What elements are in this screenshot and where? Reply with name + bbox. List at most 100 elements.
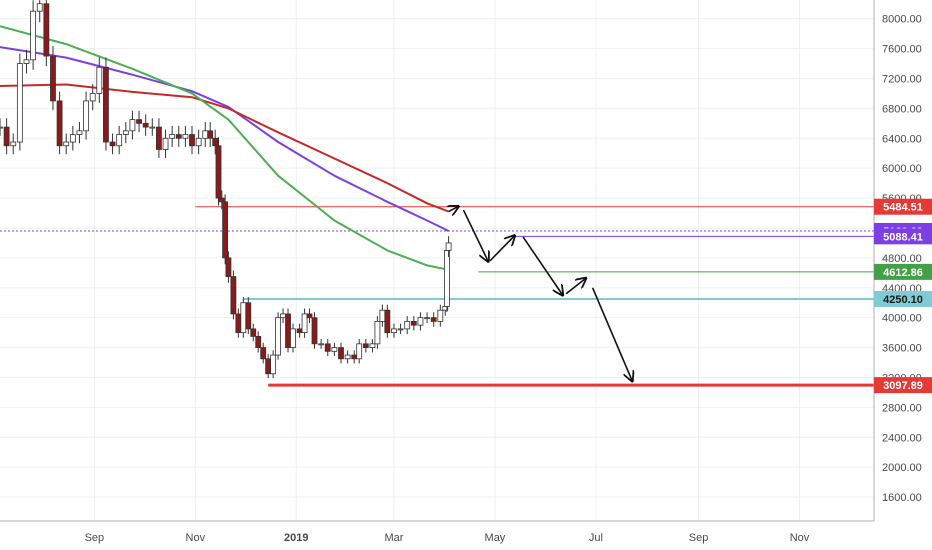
price-tick-label: 1600.00 [882, 492, 922, 504]
candle [338, 342, 344, 364]
time-tick-label: Sep [85, 532, 105, 544]
candle [36, 0, 43, 23]
candle [369, 338, 376, 353]
candlesticks [0, 0, 452, 379]
price-tick-label: 4000.00 [882, 313, 922, 325]
projection-arrow [462, 209, 488, 262]
candle [362, 338, 369, 353]
price-tick-label: 7200.00 [882, 73, 922, 85]
price-tick-label: 8000.00 [882, 14, 922, 26]
candle [301, 308, 308, 338]
candle [250, 323, 257, 342]
price-level-tag: 4250.10 [874, 290, 932, 307]
price-level-tag-text: 3097.89 [883, 380, 923, 392]
candle [391, 323, 397, 338]
candle [351, 350, 358, 364]
candle [384, 304, 391, 338]
candle [280, 308, 286, 324]
price-level-tag: 5484.51 [874, 198, 932, 215]
time-axis[interactable]: Sep Nov 2019 Mar May Jul Sep Nov [85, 532, 810, 544]
candle [162, 129, 169, 158]
candle [265, 354, 272, 379]
price-tick-label: 3600.00 [882, 343, 922, 355]
price-level-tag-text: 4250.10 [883, 294, 923, 306]
price-tick-label: 2800.00 [882, 402, 922, 414]
candle [275, 312, 281, 360]
projection-arrow [489, 235, 515, 262]
time-tick-label: Mar [384, 532, 403, 544]
time-tick-label: Jul [589, 532, 603, 544]
candle [417, 312, 424, 331]
candle [207, 122, 214, 147]
candle [424, 312, 430, 324]
level-lines [0, 206, 874, 387]
candle [30, 0, 37, 70]
candle [129, 110, 136, 140]
moving-average-line [0, 25, 449, 271]
candle [212, 129, 219, 155]
price-tick-label: 2000.00 [882, 462, 922, 474]
candle [116, 125, 123, 155]
candle [16, 53, 23, 151]
candle [404, 316, 411, 335]
price-tick-label: 6800.00 [882, 103, 922, 115]
candle [255, 331, 262, 353]
candle [445, 236, 452, 258]
candle [430, 312, 437, 327]
candle [222, 194, 229, 265]
price-level-tag: 4612.86 [874, 263, 932, 280]
candle [437, 304, 444, 327]
candle [149, 118, 156, 136]
candle [96, 57, 103, 103]
candle [318, 338, 325, 349]
projection-arrow [449, 206, 459, 211]
candle [215, 137, 222, 206]
candle [306, 308, 313, 324]
candle [285, 308, 291, 353]
candle [195, 129, 202, 155]
price-tick-label: 6400.00 [882, 133, 922, 145]
price-level-tag-text: 4612.86 [883, 267, 923, 279]
candle [109, 133, 116, 155]
candle [10, 133, 17, 155]
projection-arrow [522, 236, 563, 295]
candle [43, 0, 50, 67]
candle [50, 45, 56, 111]
candle [156, 118, 162, 158]
candle [63, 133, 70, 155]
candle [260, 342, 267, 364]
candle [324, 338, 331, 357]
candle [290, 323, 296, 353]
projection-arrow [565, 278, 586, 295]
grid-lines [0, 0, 874, 521]
candle [83, 91, 89, 140]
candle [344, 350, 351, 364]
price-level-tag-text: 5088.41 [883, 231, 923, 243]
candle [69, 125, 76, 151]
time-tick-label: Nov [186, 532, 206, 544]
candle [230, 270, 237, 320]
price-tick-label: 2400.00 [882, 432, 922, 444]
price-tick-label: 6000.00 [882, 163, 922, 175]
candle [218, 190, 225, 210]
candle [270, 350, 277, 379]
candle [56, 91, 63, 155]
projection-arrow [591, 287, 633, 381]
time-tick-label: Sep [689, 532, 709, 544]
price-axis-background [874, 0, 932, 521]
candle [76, 122, 83, 144]
candle [0, 118, 3, 136]
time-tick-label: 2019 [284, 532, 308, 544]
price-tick-label: 7600.00 [882, 44, 922, 56]
candle [240, 297, 247, 338]
price-level-tag: 3097.89 [874, 377, 932, 394]
candle [374, 316, 381, 349]
time-tick-label: May [485, 532, 506, 544]
candle [356, 338, 363, 364]
candle [202, 122, 209, 147]
projection-arrows [449, 206, 633, 381]
candle [142, 114, 149, 136]
candle [23, 49, 30, 74]
candle [182, 125, 189, 147]
